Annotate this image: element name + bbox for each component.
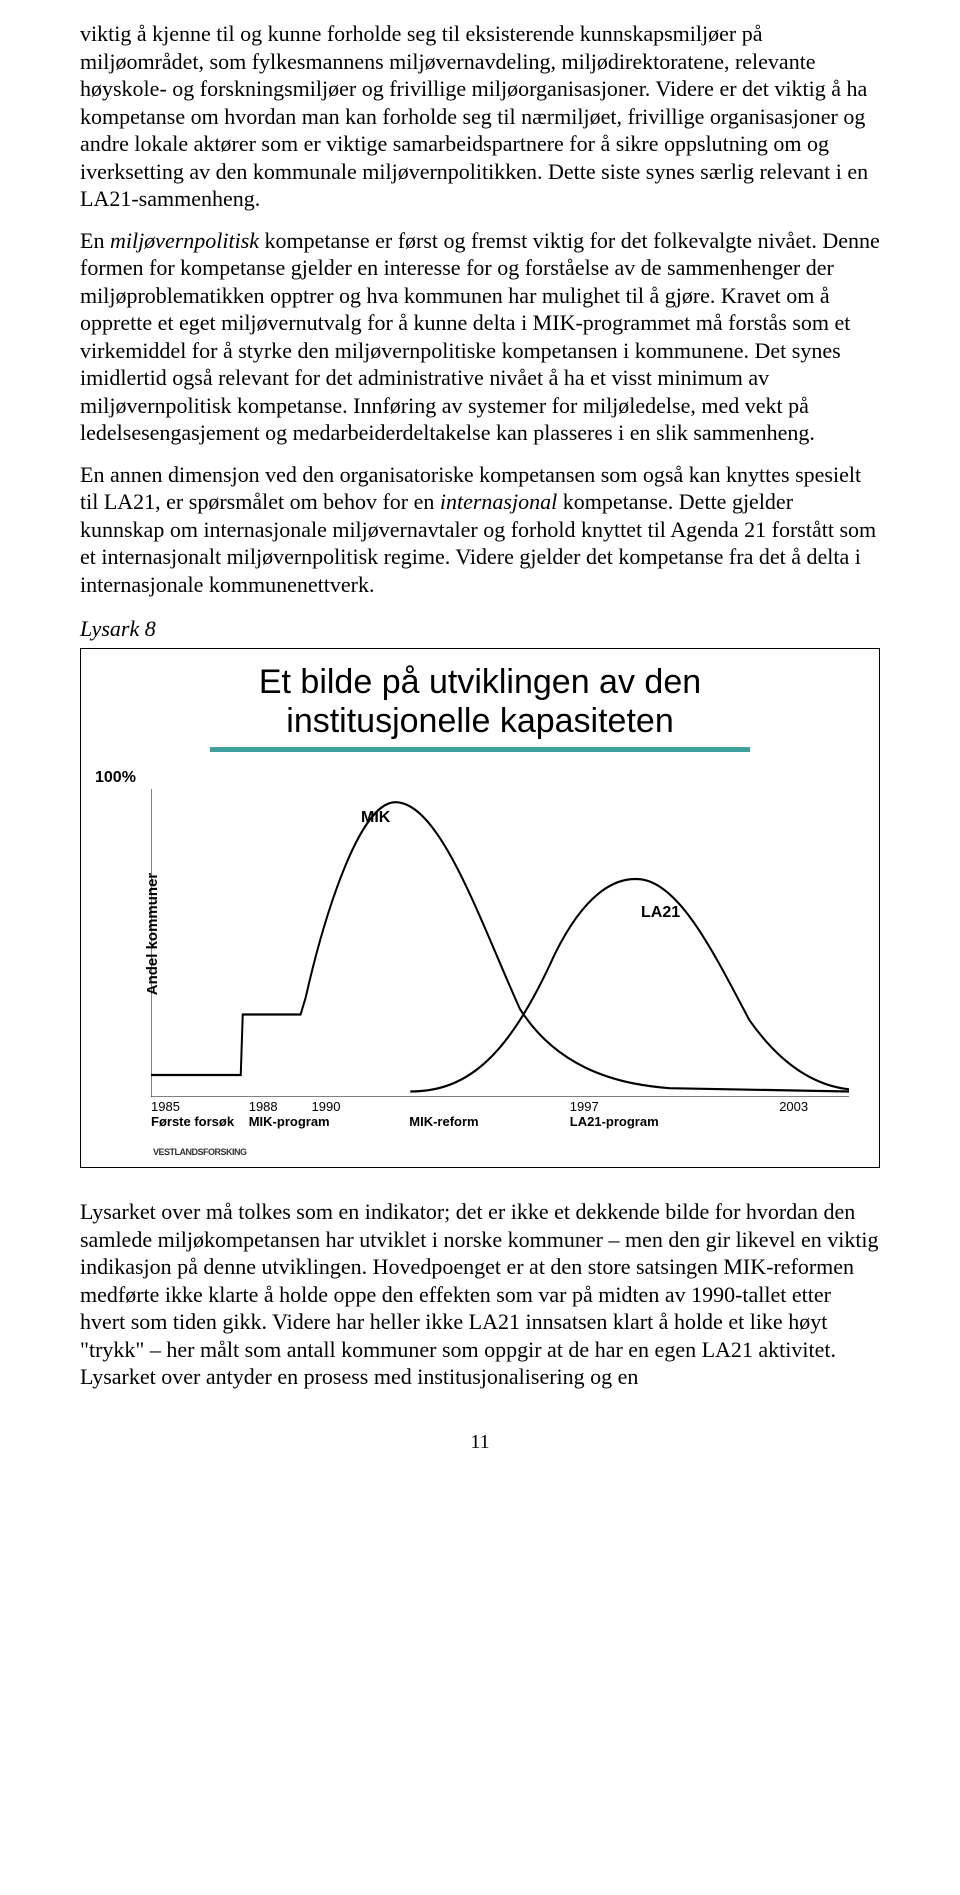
slide-title: Et bilde på utviklingen av den institusj… (81, 649, 879, 747)
x-axis-labels: 1985 1988 1990 1997 2003 Første forsøk MIK-pro… (151, 1099, 849, 1139)
p3-italic: internasjonal (440, 489, 557, 514)
y-axis-100-label: 100% (95, 769, 136, 787)
x-tick-year: 1990 (312, 1099, 341, 1114)
slide-title-line2: institusjonelle kapasiteten (286, 702, 673, 740)
slide-box: Et bilde på utviklingen av den institusj… (80, 648, 880, 1168)
x-event-label: LA21-program (570, 1114, 659, 1129)
paragraph-2: En miljøvernpolitisk kompetanse er først… (80, 227, 880, 447)
paragraph-4: Lysarket over må tolkes som en indikator… (80, 1198, 880, 1391)
x-event-label: MIK-program (249, 1114, 330, 1129)
slide-title-line1: Et bilde på utviklingen av den (259, 663, 701, 701)
vendor-logo-text: VESTLANDSFORSKING (153, 1147, 247, 1157)
x-event-label: MIK-reform (409, 1114, 478, 1129)
p2-italic: miljøvernpolitisk (110, 228, 259, 253)
paragraph-1: viktig å kjenne til og kunne forholde se… (80, 20, 880, 213)
la21-series-label: LA21 (641, 904, 680, 922)
x-tick-year: 1985 (151, 1099, 180, 1114)
p2-text-b: kompetanse er først og fremst viktig for… (80, 228, 880, 446)
page-container: viktig å kjenne til og kunne forholde se… (0, 0, 960, 1494)
slide-title-underline (210, 747, 750, 752)
lysark-label: Lysark 8 (80, 616, 880, 642)
p2-text-a: En (80, 228, 110, 253)
x-event-label: Første forsøk (151, 1114, 234, 1129)
chart-svg (151, 789, 849, 1097)
x-tick-year: 2003 (779, 1099, 808, 1114)
mik-series-label: MIK (361, 809, 390, 827)
x-tick-year: 1997 (570, 1099, 599, 1114)
chart-area (151, 789, 849, 1097)
page-number: 11 (80, 1431, 880, 1454)
la21-curve (410, 879, 849, 1091)
x-tick-year: 1988 (249, 1099, 278, 1114)
paragraph-3: En annen dimensjon ved den organisatoris… (80, 461, 880, 599)
